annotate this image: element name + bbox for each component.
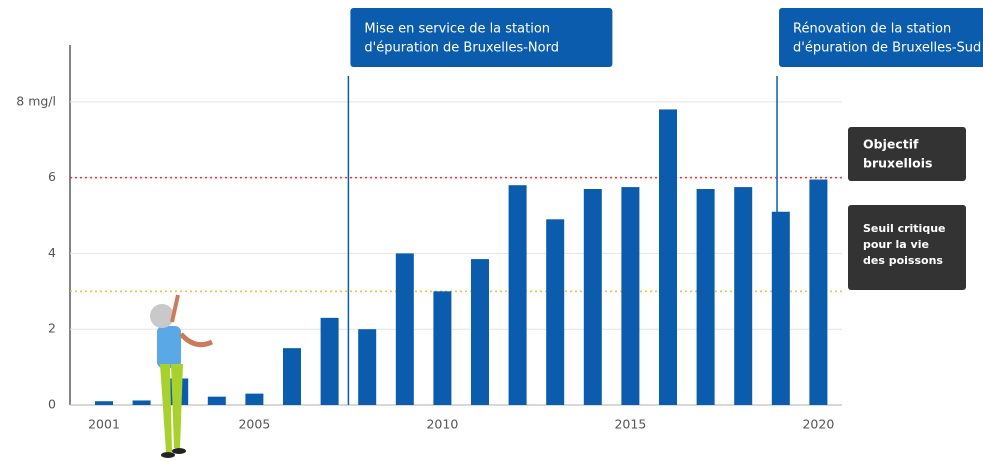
bar xyxy=(659,109,677,405)
y-tick-label: 0 xyxy=(48,397,56,412)
y-tick-label: 2 xyxy=(48,321,56,336)
annotation-text: Mise en service de la station xyxy=(364,22,550,37)
bar xyxy=(734,187,753,405)
y-tick-label: 6 xyxy=(48,169,56,184)
annotation-text: Rénovation de la station xyxy=(793,22,951,37)
reference-label: Seuil critique xyxy=(863,222,946,235)
annotation-box xyxy=(350,8,613,67)
bar xyxy=(358,329,377,405)
bar xyxy=(433,291,452,405)
bar xyxy=(583,189,602,405)
annotation-text: d'épuration de Bruxelles-Sud xyxy=(793,41,981,56)
bar xyxy=(245,393,264,405)
bar xyxy=(771,211,790,405)
reference-label: des poissons xyxy=(863,254,943,267)
annotation-text: d'épuration de Bruxelles-Nord xyxy=(364,41,559,56)
person-illustration xyxy=(150,294,214,458)
x-tick-label: 2020 xyxy=(802,417,834,432)
bar xyxy=(696,189,715,405)
reference-label-box xyxy=(848,205,966,290)
bar xyxy=(508,185,527,405)
bar xyxy=(207,396,226,405)
y-tick-label: 8 mg/l xyxy=(16,93,56,108)
y-tick-label: 4 xyxy=(48,245,56,260)
x-tick-label: 2010 xyxy=(426,417,458,432)
reference-label: pour la vie xyxy=(863,238,929,251)
bar xyxy=(320,317,339,405)
reference-label-box xyxy=(848,127,966,181)
bar xyxy=(809,179,828,405)
bar xyxy=(395,253,414,405)
bar xyxy=(471,259,489,405)
x-tick-label: 2001 xyxy=(88,417,120,432)
bar xyxy=(283,348,301,405)
bar xyxy=(95,401,113,405)
annotation-box xyxy=(779,8,983,67)
reference-label: bruxellois xyxy=(863,156,932,171)
x-tick-label: 2015 xyxy=(614,417,646,432)
bar xyxy=(132,400,151,405)
bar xyxy=(621,187,640,405)
bar xyxy=(546,219,565,405)
x-tick-label: 2005 xyxy=(238,417,270,432)
reference-label: Objectif xyxy=(863,137,919,152)
